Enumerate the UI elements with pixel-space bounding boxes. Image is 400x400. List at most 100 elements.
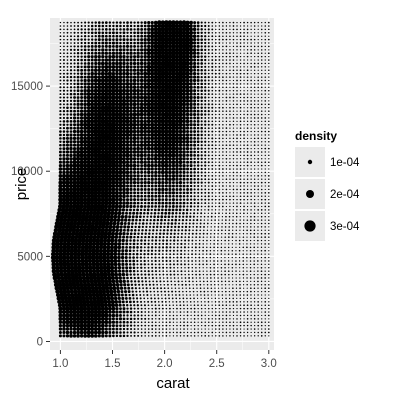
density-point xyxy=(189,54,193,59)
density-point xyxy=(197,324,199,327)
density-point xyxy=(225,76,228,78)
density-point xyxy=(178,95,183,100)
density-point xyxy=(113,248,118,253)
density-point xyxy=(189,68,193,73)
density-point xyxy=(97,71,101,76)
density-point xyxy=(136,167,140,171)
density-point xyxy=(111,194,116,199)
density-point xyxy=(206,229,209,232)
density-point xyxy=(169,239,172,242)
density-point xyxy=(229,314,231,317)
density-point xyxy=(199,277,201,279)
density-point xyxy=(185,112,190,117)
density-point xyxy=(69,79,73,82)
density-point xyxy=(243,314,245,317)
density-point xyxy=(189,157,193,161)
density-point xyxy=(57,299,62,305)
density-point xyxy=(114,160,119,165)
density-point xyxy=(253,277,255,279)
density-point xyxy=(211,69,214,72)
density-point xyxy=(78,207,84,213)
density-point xyxy=(146,109,151,114)
density-point xyxy=(207,62,210,65)
density-point xyxy=(171,149,176,154)
density-point xyxy=(153,122,158,127)
density-point xyxy=(147,314,150,317)
density-point xyxy=(228,243,230,245)
density-point xyxy=(183,328,185,330)
density-point xyxy=(129,146,133,151)
density-point xyxy=(203,222,206,225)
density-point xyxy=(93,323,98,328)
density-point xyxy=(178,294,181,296)
density-point xyxy=(193,167,196,171)
density-point xyxy=(197,144,200,147)
density-point xyxy=(198,263,201,266)
density-point xyxy=(182,160,186,164)
density-point xyxy=(196,160,200,164)
density-point xyxy=(86,143,91,148)
density-point xyxy=(50,255,56,260)
density-point xyxy=(185,109,190,113)
density-point xyxy=(178,129,183,134)
density-point xyxy=(195,273,197,276)
density-point xyxy=(174,115,180,121)
density-point xyxy=(182,174,186,178)
density-point xyxy=(70,272,75,277)
density-point xyxy=(93,334,98,338)
density-point xyxy=(198,270,201,272)
density-point xyxy=(257,311,259,313)
density-point xyxy=(189,301,192,303)
density-point xyxy=(243,175,245,177)
density-point xyxy=(143,177,147,181)
density-point xyxy=(124,256,128,260)
density-point xyxy=(218,308,220,310)
density-point xyxy=(136,205,140,208)
density-point xyxy=(136,112,140,117)
density-point xyxy=(169,270,172,273)
density-point xyxy=(154,242,157,246)
density-point xyxy=(229,103,231,105)
density-point xyxy=(90,109,95,114)
density-point xyxy=(122,82,126,86)
density-point xyxy=(153,54,158,59)
density-point xyxy=(204,65,207,68)
density-point xyxy=(160,136,165,141)
density-point xyxy=(250,219,252,221)
density-point xyxy=(111,279,116,284)
density-point xyxy=(222,178,224,180)
density-point xyxy=(196,123,200,127)
density-point xyxy=(89,170,95,175)
density-point xyxy=(260,198,263,201)
density-point xyxy=(164,300,167,303)
density-point xyxy=(190,331,192,334)
density-point xyxy=(140,55,144,59)
density-point xyxy=(156,215,160,218)
density-point xyxy=(136,256,139,259)
density-point xyxy=(150,191,154,195)
density-point xyxy=(204,103,207,106)
density-point xyxy=(62,163,66,168)
density-point xyxy=(169,314,171,317)
density-point xyxy=(188,283,191,286)
density-point xyxy=(146,71,151,76)
density-point xyxy=(90,327,95,332)
density-point xyxy=(167,57,173,63)
density-point xyxy=(65,221,71,226)
density-point xyxy=(53,282,59,288)
density-point xyxy=(195,239,197,242)
density-point xyxy=(243,205,245,208)
density-point xyxy=(175,198,179,201)
density-point xyxy=(260,273,263,276)
density-point xyxy=(210,219,213,221)
density-point xyxy=(60,228,66,233)
density-point xyxy=(103,207,108,213)
density-point xyxy=(129,82,133,86)
density-point xyxy=(164,194,168,198)
density-point xyxy=(171,170,176,175)
density-point xyxy=(229,321,231,324)
density-point xyxy=(239,72,242,75)
density-point xyxy=(160,139,165,144)
density-point xyxy=(193,75,197,79)
density-point xyxy=(147,249,150,252)
